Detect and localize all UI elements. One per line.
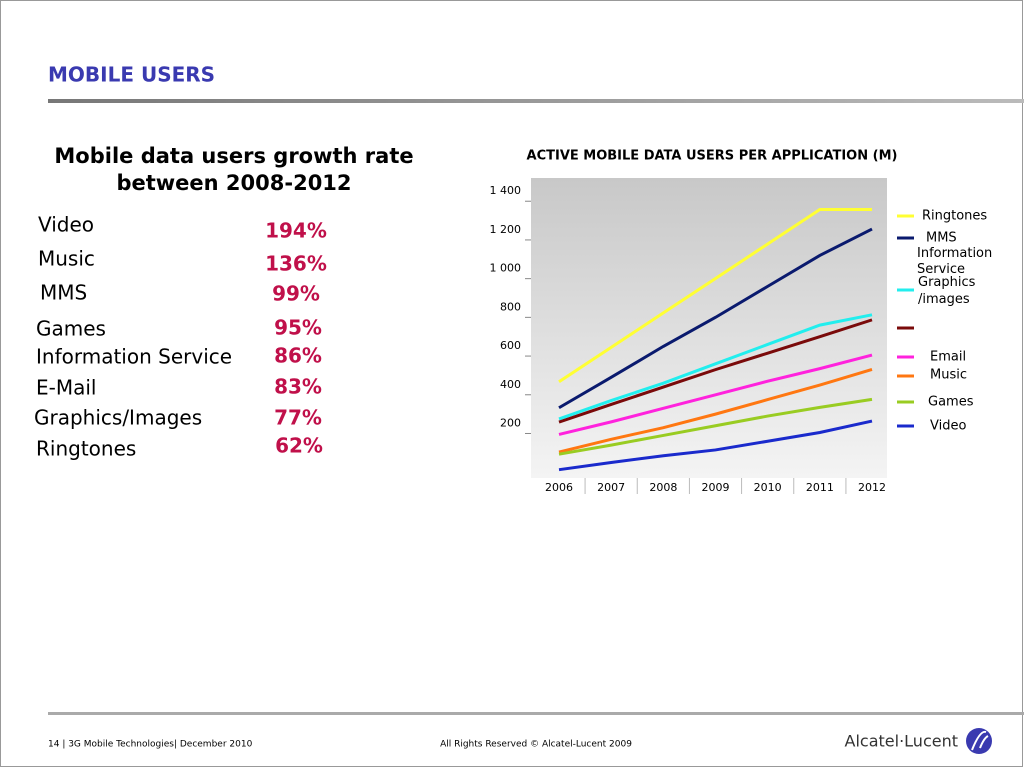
growth-rate: 77% bbox=[274, 406, 322, 430]
series-line bbox=[558, 397, 873, 456]
legend-label: Information Service bbox=[917, 246, 992, 277]
x-tick-label: 2008 bbox=[649, 481, 677, 494]
legend-label: Ringtones bbox=[922, 209, 987, 224]
slide-title: MOBILE USERS bbox=[48, 63, 215, 87]
y-tick-label: 800 bbox=[500, 300, 521, 313]
legend-label: MMS bbox=[926, 231, 957, 246]
app-label: Information Service bbox=[36, 345, 232, 369]
series-line bbox=[558, 313, 873, 421]
legend-label: Games bbox=[928, 395, 974, 410]
series-line bbox=[558, 367, 873, 454]
growth-title: Mobile data users growth rate bbox=[54, 144, 413, 168]
x-tick-label: 2011 bbox=[806, 481, 834, 494]
x-tick-label: 2006 bbox=[545, 481, 573, 494]
y-tick-label: 1 400 bbox=[490, 184, 522, 197]
footer-rule bbox=[48, 712, 1024, 715]
y-tick-label: 400 bbox=[500, 378, 521, 391]
legend-label: Graphics/images bbox=[918, 275, 976, 307]
legend-label: Music bbox=[930, 368, 967, 383]
header-rule bbox=[48, 99, 1024, 103]
app-label: Games bbox=[36, 317, 106, 341]
app-label: Ringtones bbox=[36, 437, 136, 461]
app-label: MMS bbox=[40, 281, 87, 305]
growth-rate: 86% bbox=[274, 344, 322, 368]
series-line bbox=[558, 227, 873, 410]
logo-text: Alcatel·Lucent bbox=[845, 732, 958, 751]
logo-icon bbox=[966, 728, 992, 754]
app-label: Music bbox=[38, 247, 95, 271]
x-tick-label: 2010 bbox=[754, 481, 782, 494]
x-tick-label: 2012 bbox=[858, 481, 886, 494]
plot-area bbox=[531, 178, 887, 478]
series-line bbox=[558, 318, 873, 424]
legend-label: Video bbox=[930, 419, 966, 434]
y-tick-label: 1 000 bbox=[490, 262, 522, 275]
x-tick-label: 2009 bbox=[702, 481, 730, 494]
app-label: E-Mail bbox=[36, 376, 96, 400]
growth-rate: 95% bbox=[274, 316, 322, 340]
growth-rate: 136% bbox=[265, 252, 327, 276]
y-tick-label: 200 bbox=[500, 416, 521, 429]
series-line bbox=[558, 208, 872, 384]
app-label: Graphics/Images bbox=[34, 406, 202, 430]
growth-rate: 62% bbox=[275, 434, 323, 458]
logo-icon bbox=[971, 730, 989, 751]
growth-rate: 99% bbox=[272, 282, 320, 306]
footer-text: 14 | 3G Mobile Technologies| December 20… bbox=[48, 740, 253, 750]
app-label: Video bbox=[38, 213, 94, 237]
growth-rate: 194% bbox=[265, 219, 327, 243]
x-tick-label: 2007 bbox=[597, 481, 625, 494]
y-tick-label: 600 bbox=[500, 339, 521, 352]
series-line bbox=[558, 419, 873, 472]
growth-rate: 83% bbox=[274, 375, 322, 399]
growth-title: between 2008-2012 bbox=[116, 171, 351, 195]
series-line bbox=[558, 353, 873, 436]
legend-label: Email bbox=[930, 350, 966, 365]
y-tick-label: 1 200 bbox=[490, 223, 522, 236]
footer-text: All Rights Reserved © Alcatel-Lucent 200… bbox=[440, 740, 632, 750]
chart-title: ACTIVE MOBILE DATA USERS PER APPLICATION… bbox=[527, 149, 898, 164]
